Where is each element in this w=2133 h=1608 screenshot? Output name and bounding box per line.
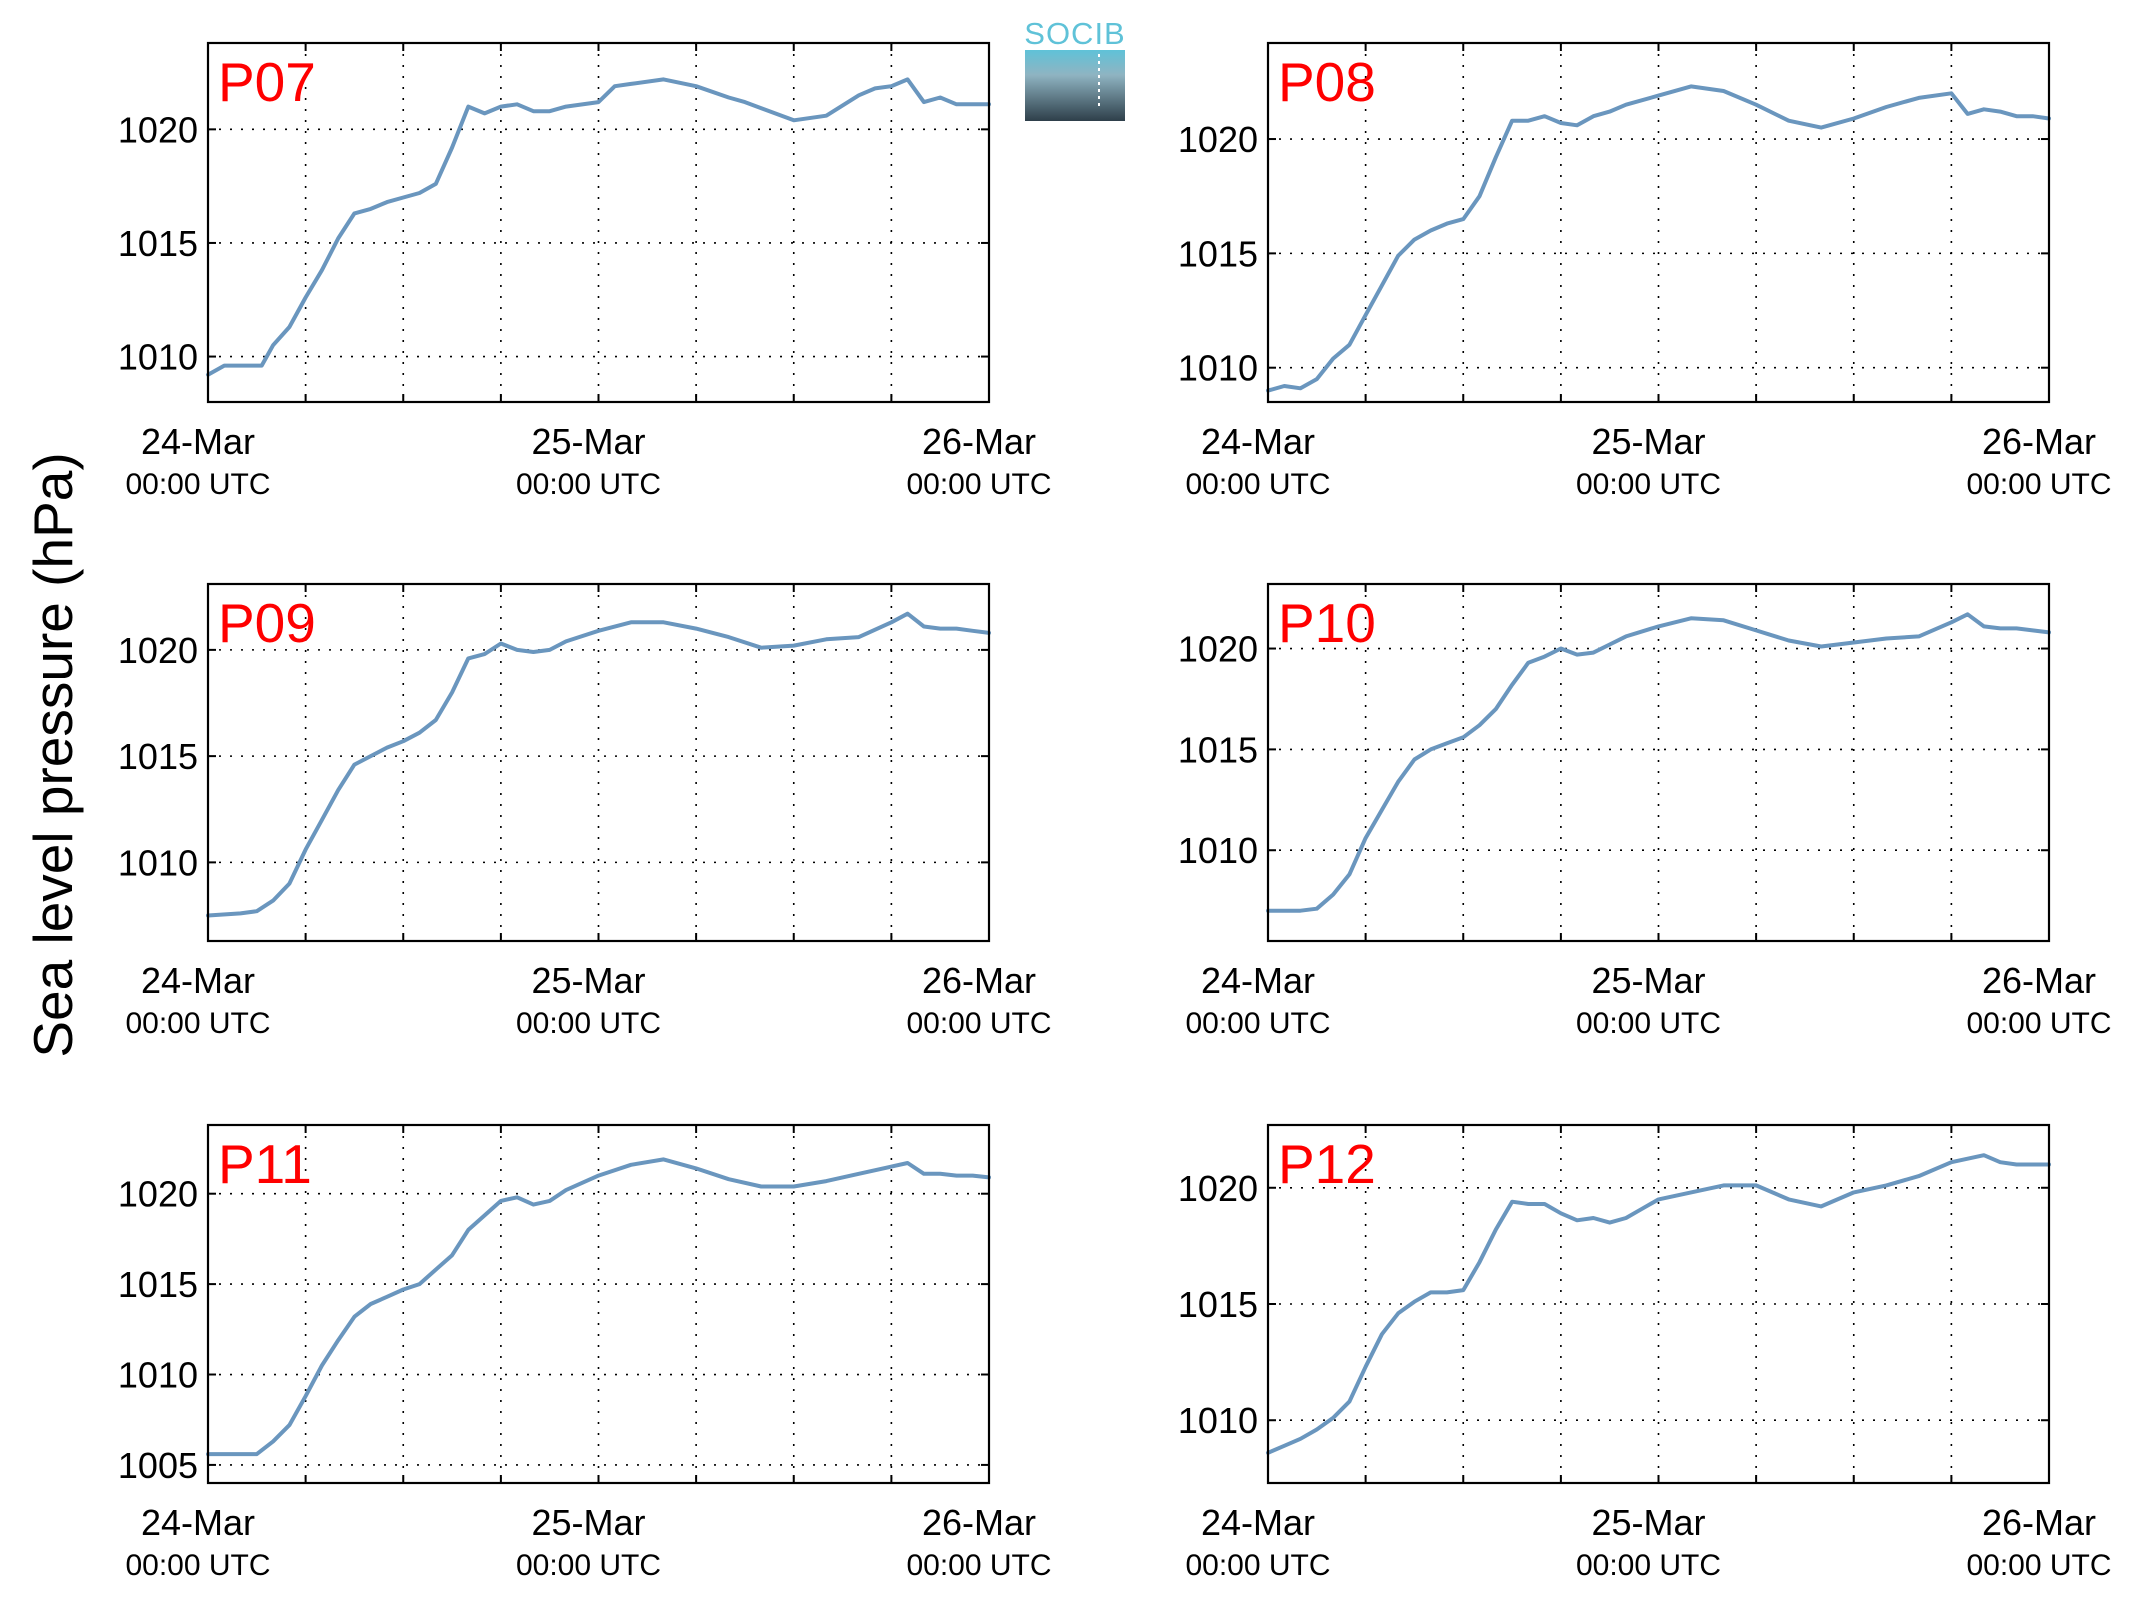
x-tick-label-date: 25-Mar (1591, 421, 1705, 462)
panel-p10: 1010 1015 1020 24-Mar 00:00 UTC 25-Mar 00:00 U… (1178, 582, 2112, 1040)
pressure-series-line (206, 77, 991, 377)
panel-p08: 1010 1015 1020 24-Mar 00:00 UTC 25-Mar 00:00 U… (1178, 41, 2112, 501)
x-tick-label-time: 00:00 UTC (516, 1007, 661, 1040)
x-tick-label-time: 00:00 UTC (906, 1007, 1051, 1040)
x-tick-label-date: 25-Mar (531, 421, 645, 462)
x-tick-label-time: 00:00 UTC (1185, 468, 1330, 501)
y-tick-label: 1010 (118, 337, 198, 378)
x-tick-label-date: 24-Mar (141, 960, 255, 1001)
y-tick-label: 1010 (1178, 830, 1258, 871)
y-tick-label: 1015 (1178, 1284, 1258, 1325)
x-tick-label-time: 00:00 UTC (1576, 1549, 1721, 1582)
y-tick-label: 1020 (118, 1174, 198, 1215)
x-tick-label-time: 00:00 UTC (1576, 468, 1721, 501)
x-tick-label-time: 00:00 UTC (1966, 468, 2111, 501)
pressure-series-line (206, 1157, 991, 1457)
plot-frame (206, 1123, 991, 1485)
x-tick-label-date: 26-Mar (922, 960, 1036, 1001)
x-tick-label-time: 00:00 UTC (1185, 1007, 1330, 1040)
y-tick-label: 1005 (118, 1445, 198, 1486)
x-tick-label-time: 00:00 UTC (125, 468, 270, 501)
y-tick-label: 1020 (1178, 1168, 1258, 1209)
y-tick-label: 1015 (1178, 233, 1258, 274)
y-tick-label: 1010 (1178, 1400, 1258, 1441)
x-tick-label-time: 00:00 UTC (1966, 1549, 2111, 1582)
x-tick-label-date: 25-Mar (1591, 1502, 1705, 1543)
x-tick-label-date: 26-Mar (1982, 421, 2096, 462)
panel-title: P12 (1278, 1133, 1376, 1195)
plot-frame (1266, 582, 2051, 943)
x-tick-label-date: 26-Mar (922, 421, 1036, 462)
x-tick-label-time: 00:00 UTC (1185, 1549, 1330, 1582)
pressure-series-line (1266, 612, 2051, 913)
x-tick-label-time: 00:00 UTC (1576, 1007, 1721, 1040)
pressure-series-line (206, 611, 991, 918)
y-tick-label: 1010 (1178, 348, 1258, 389)
x-tick-label-date: 24-Mar (141, 421, 255, 462)
x-tick-label-date: 24-Mar (1201, 1502, 1315, 1543)
y-tick-label: 1015 (118, 223, 198, 264)
y-tick-label: 1010 (118, 1355, 198, 1396)
x-tick-label-date: 25-Mar (531, 960, 645, 1001)
plot-frame (206, 582, 991, 943)
panel-title: P11 (218, 1133, 312, 1195)
logo-text: SOCIB (1024, 16, 1125, 51)
x-tick-label-time: 00:00 UTC (125, 1007, 270, 1040)
y-tick-label: 1020 (118, 630, 198, 671)
panel-p12: 1010 1015 1020 24-Mar 00:00 UTC 25-Mar 00:00 U… (1178, 1123, 2112, 1582)
pressure-series-line (1266, 1153, 2051, 1455)
pressure-series-line (1266, 84, 2051, 393)
plot-frame (1266, 1123, 2051, 1485)
y-tick-label: 1015 (118, 1264, 198, 1305)
y-tick-label: 1010 (118, 842, 198, 883)
x-tick-label-time: 00:00 UTC (906, 1549, 1051, 1582)
y-tick-label: 1020 (118, 109, 198, 150)
panel-p07: 1010 1015 1020 24-Mar 00:00 UTC 25-Mar 00:00 U… (118, 41, 1052, 501)
socib-logo: SOCIB (1024, 16, 1125, 121)
logo-block (1025, 50, 1125, 121)
y-tick-label: 1020 (1178, 629, 1258, 670)
x-tick-label-date: 26-Mar (1982, 1502, 2096, 1543)
y-axis-label: Sea level pressure (hPa) (22, 452, 84, 1057)
x-tick-label-date: 25-Mar (1591, 960, 1705, 1001)
x-tick-label-date: 24-Mar (1201, 960, 1315, 1001)
panel-title: P08 (1278, 51, 1376, 113)
x-tick-label-time: 00:00 UTC (1966, 1007, 2111, 1040)
y-tick-label: 1015 (118, 736, 198, 777)
plot-frame (1266, 41, 2051, 404)
x-tick-label-time: 00:00 UTC (906, 468, 1051, 501)
x-tick-label-date: 26-Mar (922, 1502, 1036, 1543)
y-tick-label: 1020 (1178, 119, 1258, 160)
y-tick-label: 1015 (1178, 729, 1258, 770)
x-tick-label-date: 24-Mar (141, 1502, 255, 1543)
panel-title: P07 (218, 51, 316, 113)
x-tick-label-time: 00:00 UTC (516, 468, 661, 501)
x-tick-label-time: 00:00 UTC (125, 1549, 270, 1582)
panel-p11: 1005 1010 1015 1020 24-Mar 00:00 UTC 25-Mar 00:… (118, 1123, 1052, 1582)
x-tick-label-date: 25-Mar (531, 1502, 645, 1543)
panel-p09: 1010 1015 1020 24-Mar 00:00 UTC 25-Mar 00:00 U… (118, 582, 1052, 1040)
panel-title: P09 (218, 592, 316, 654)
plot-frame (206, 41, 991, 404)
x-tick-label-time: 00:00 UTC (516, 1549, 661, 1582)
x-tick-label-date: 26-Mar (1982, 960, 2096, 1001)
x-tick-label-date: 24-Mar (1201, 421, 1315, 462)
panel-title: P10 (1278, 592, 1376, 654)
